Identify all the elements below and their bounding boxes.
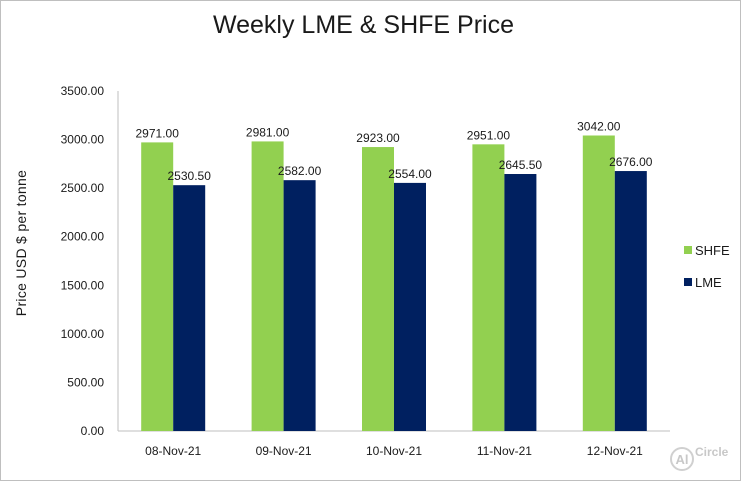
legend-label-lme: LME: [695, 274, 722, 290]
bar-lme: [394, 182, 426, 431]
legend-swatch-lme: [684, 278, 692, 286]
logo-badge-text: Al: [676, 452, 689, 467]
bar-shfe: [582, 135, 615, 431]
data-label-lme: 2676.00: [609, 155, 653, 169]
y-tick-label: 500.00: [67, 375, 104, 389]
x-tick-label: 08-Nov-21: [145, 444, 201, 458]
chart-title: Weekly LME & SHFE Price: [212, 11, 514, 39]
data-label-shfe: 2971.00: [136, 126, 180, 140]
data-label-shfe: 2923.00: [356, 131, 400, 145]
data-label-lme: 2645.50: [499, 158, 543, 172]
data-label-lme: 2582.00: [278, 164, 322, 178]
logo-text: Circle: [695, 445, 729, 459]
bar-shfe: [362, 147, 394, 431]
bar-shfe: [472, 144, 505, 431]
aicircle-logo-watermark: Al Circle: [670, 445, 729, 471]
legend-swatch-shfe: [684, 246, 692, 254]
data-label-shfe: 2981.00: [246, 125, 290, 139]
data-label-shfe: 3042.00: [577, 119, 621, 133]
x-tick-label: 10-Nov-21: [366, 444, 422, 458]
y-tick-label: 3500.00: [61, 84, 105, 98]
x-tick-label: 09-Nov-21: [256, 444, 312, 458]
y-tick-label: 2500.00: [61, 181, 105, 195]
bar-lme: [173, 185, 206, 431]
y-tick-label: 0.00: [81, 424, 105, 438]
y-tick-label: 1500.00: [61, 278, 105, 292]
y-tick-label: 2000.00: [61, 230, 105, 244]
bar-shfe: [251, 141, 284, 431]
x-tick-label: 12-Nov-21: [587, 444, 643, 458]
legend: SHFE LME: [684, 241, 730, 305]
data-label-lme: 2554.00: [388, 167, 432, 181]
bar-lme: [283, 180, 316, 431]
legend-item-shfe: SHFE: [684, 241, 730, 259]
data-label-shfe: 2951.00: [467, 128, 511, 142]
bar-lme: [614, 171, 647, 431]
data-label-lme: 2530.50: [168, 169, 212, 183]
legend-label-shfe: SHFE: [695, 242, 730, 258]
x-tick-label: 11-Nov-21: [477, 444, 532, 458]
bar-lme: [504, 174, 537, 431]
y-tick-label: 1000.00: [61, 327, 105, 341]
bar-shfe: [141, 142, 174, 432]
y-tick-label: 3000.00: [61, 133, 105, 147]
legend-item-lme: LME: [684, 273, 730, 291]
